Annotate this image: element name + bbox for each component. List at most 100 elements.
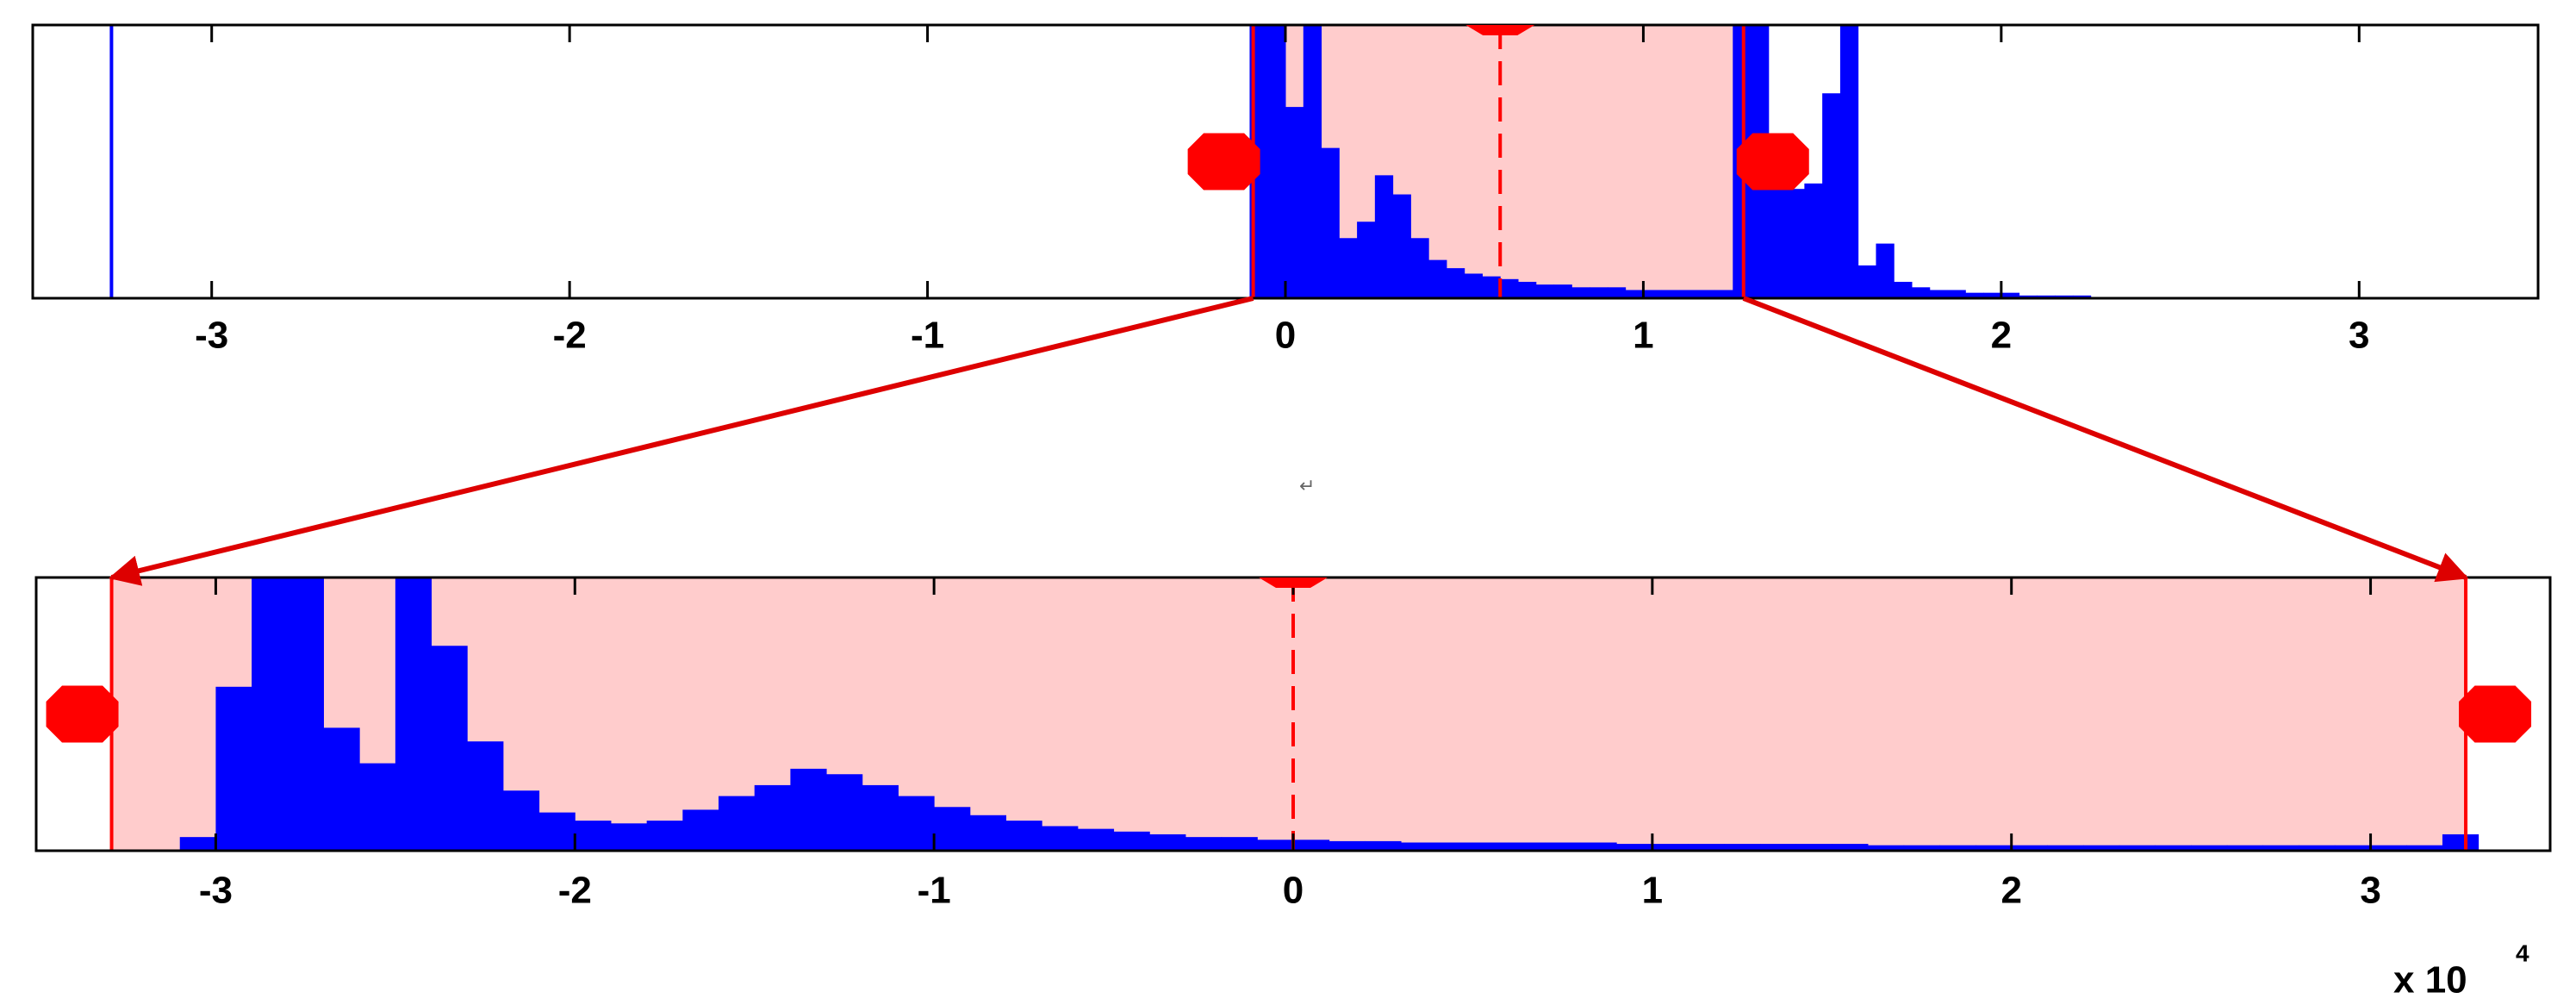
histogram-bar xyxy=(1832,844,1869,851)
histogram-bar xyxy=(1042,826,1079,851)
histogram-bar xyxy=(1328,840,1366,851)
histogram-bar xyxy=(2226,845,2264,851)
x-tick-label: -3 xyxy=(199,870,233,912)
x-tick-label: 0 xyxy=(1283,870,1304,912)
paragraph-mark: ↵ xyxy=(1299,475,1315,496)
histogram-bar xyxy=(1392,194,1411,298)
histogram-bar xyxy=(252,577,289,851)
x-tick-label: -2 xyxy=(553,315,587,357)
histogram-bar xyxy=(2262,845,2299,851)
histogram-bar xyxy=(1625,290,1644,298)
histogram-bar xyxy=(1113,831,1150,851)
x-tick-label: 2 xyxy=(1991,315,2012,357)
histogram-bar xyxy=(1428,259,1447,298)
histogram-bar xyxy=(1965,292,1984,298)
axis-multiplier: x 10 xyxy=(2393,959,2467,1002)
histogram-bar xyxy=(2037,295,2056,298)
x-tick-label: 1 xyxy=(1633,315,1653,357)
histogram-bar xyxy=(1357,222,1376,298)
histogram-bar xyxy=(1472,842,1509,851)
histogram-bar xyxy=(2191,845,2228,851)
histogram-bar xyxy=(1509,842,1546,851)
histogram-bar xyxy=(1724,844,1761,851)
axis-multiplier-exponent: 4 xyxy=(2516,939,2529,966)
histogram-bar xyxy=(1293,840,1330,851)
histogram-bar xyxy=(467,741,504,851)
histogram-bar xyxy=(395,577,432,851)
x-tick-label: 0 xyxy=(1275,315,1296,357)
histogram-bar xyxy=(179,837,216,851)
histogram-bar xyxy=(1553,284,1572,298)
x-tick-label: -1 xyxy=(911,315,944,357)
histogram-bar xyxy=(1857,265,1876,298)
histogram-bar xyxy=(1535,284,1555,298)
histogram-bar xyxy=(1285,107,1304,298)
selection-handle xyxy=(46,685,119,743)
histogram-bar xyxy=(1759,844,1797,851)
x-tick-label: 1 xyxy=(1642,870,1663,912)
histogram-bar xyxy=(1077,828,1115,851)
histogram-bar xyxy=(1652,844,1689,851)
histogram-bar xyxy=(1544,842,1581,851)
histogram-bar xyxy=(826,774,863,851)
histogram-bar xyxy=(1804,183,1823,298)
histogram-bar xyxy=(1894,281,1913,298)
histogram-bar xyxy=(323,727,360,851)
histogram-bar xyxy=(1149,833,1186,851)
histogram-bar xyxy=(1795,844,1832,851)
histogram-bar xyxy=(1221,837,1258,851)
histogram-bar xyxy=(934,807,971,851)
histogram-bar xyxy=(1321,147,1340,298)
histogram-bar xyxy=(2155,845,2192,851)
histogram-bar xyxy=(1571,287,1590,298)
histogram-bar xyxy=(1696,290,1716,298)
histogram-bar xyxy=(1643,290,1662,298)
histogram-bar xyxy=(719,796,756,851)
histogram-bar xyxy=(1867,845,1905,851)
histogram-bar xyxy=(1876,243,1895,298)
histogram-bar xyxy=(575,821,612,851)
histogram-bar xyxy=(862,784,899,851)
histogram-bar xyxy=(502,790,540,851)
x-tick-label: -3 xyxy=(195,315,228,357)
histogram-bar xyxy=(898,796,935,851)
histogram-bar xyxy=(1185,837,1223,851)
selection-handle xyxy=(1187,133,1260,190)
histogram-bar xyxy=(2072,295,2092,298)
histogram-bar xyxy=(431,646,468,851)
x-tick-label: 3 xyxy=(2349,315,2369,357)
histogram-bar xyxy=(682,809,719,851)
histogram-bar xyxy=(2055,295,2074,298)
histogram-bar xyxy=(1768,175,1788,298)
histogram-bar xyxy=(1436,842,1473,851)
histogram-bar xyxy=(1947,290,1966,298)
histogram-bar xyxy=(538,812,576,851)
histogram-bar xyxy=(1661,290,1680,298)
histogram-bar xyxy=(1267,25,1286,298)
histogram-bar xyxy=(1929,290,1949,298)
histogram-bar xyxy=(1912,287,1931,298)
histogram-bar xyxy=(2299,845,2336,851)
spike-bar xyxy=(109,25,114,298)
histogram-bar xyxy=(1005,821,1042,851)
histogram-bar xyxy=(1580,842,1617,851)
histogram-bar xyxy=(1590,287,1608,298)
histogram-bar xyxy=(1678,290,1698,298)
x-tick-label: -2 xyxy=(558,870,592,912)
histogram-bar xyxy=(610,823,648,851)
histogram-bar xyxy=(790,768,827,851)
histogram-bar xyxy=(2019,295,2038,298)
histogram-bar xyxy=(1464,273,1483,298)
histogram-bar xyxy=(1365,840,1402,851)
histogram-bar xyxy=(1500,278,1519,298)
histogram-bar xyxy=(1714,290,1733,298)
histogram-bar xyxy=(1688,844,1725,851)
histogram-bar xyxy=(1839,25,1859,298)
histogram-bar xyxy=(2083,845,2120,851)
histogram-bar xyxy=(1257,840,1294,851)
histogram-bar xyxy=(1616,844,1653,851)
histogram-bar xyxy=(1939,845,1976,851)
histogram-bar xyxy=(1410,238,1429,298)
histogram-bar xyxy=(754,784,791,851)
